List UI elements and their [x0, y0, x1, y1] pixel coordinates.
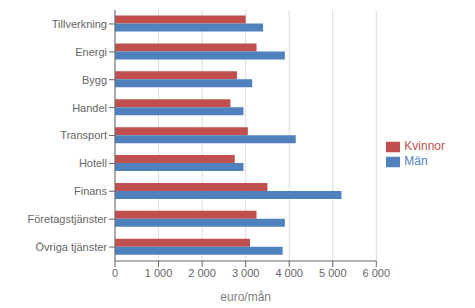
svg-text:Transport: Transport: [60, 129, 107, 141]
svg-text:Finans: Finans: [74, 185, 108, 197]
svg-text:euro/mån: euro/mån: [220, 290, 271, 304]
svg-text:Företagstjänster: Företagstjänster: [28, 213, 108, 225]
svg-text:Energi: Energi: [75, 46, 107, 58]
svg-text:Tillverkning: Tillverkning: [52, 18, 107, 30]
svg-text:3 000: 3 000: [232, 267, 260, 279]
svg-text:1 000: 1 000: [145, 267, 173, 279]
svg-text:Hotell: Hotell: [79, 157, 107, 169]
html-text:Män: Män: [404, 154, 428, 168]
svg-text:6 000: 6 000: [363, 267, 391, 279]
svg-text:0: 0: [112, 267, 118, 279]
svg-text:2 000: 2 000: [188, 267, 216, 279]
svg-text:4 000: 4 000: [275, 267, 303, 279]
svg-text:Övriga tjänster: Övriga tjänster: [35, 241, 107, 253]
html-text:Kvinnor: Kvinnor: [404, 139, 445, 154]
svg-text:5 000: 5 000: [319, 267, 347, 279]
svg-text:Handel: Handel: [72, 102, 107, 114]
svg-text:Bygg: Bygg: [82, 74, 107, 86]
